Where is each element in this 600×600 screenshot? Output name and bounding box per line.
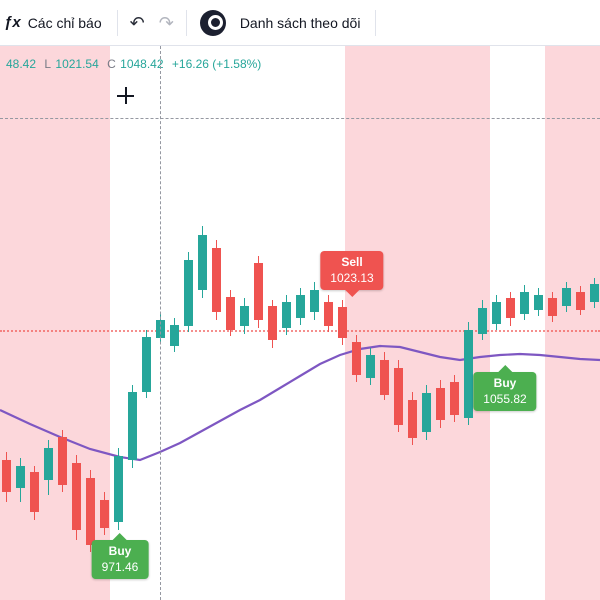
candle-body [141,337,151,392]
legend-change-value: +16.26 (+1.58%) [171,57,262,71]
crosshair-cursor-icon [117,87,134,104]
price-level-line [0,330,600,332]
candle-body [295,295,305,318]
ohlc-legend: 48.42 L 1021.54 C 1048.42 +16.26 (+1.58%… [6,57,261,71]
trade-marker-sell[interactable]: Sell 1023.13 [320,251,384,298]
candle-body [589,284,599,302]
trade-marker-buy[interactable]: Buy 971.46 [91,533,149,580]
legend-high-value: 48.42 [6,57,37,71]
legend-close-label: C [107,57,116,71]
candle-body [197,235,207,290]
candle-body [365,355,375,378]
marker-price: 1023.13 [330,270,374,285]
candle-body [351,342,361,375]
redo-button[interactable]: ↷ [152,10,181,36]
candle-body [169,325,179,346]
candle-body [57,437,67,485]
legend-low-value: 1021.54 [55,57,99,71]
marker-price: 971.46 [101,559,139,574]
marker-pointer [497,365,512,372]
trade-marker-buy[interactable]: Buy 1055.82 [473,365,537,412]
candle-body [379,360,389,395]
candle-body [323,302,333,326]
candle-body [253,263,263,320]
watchlist-button[interactable]: Danh sách theo dõi [231,6,370,40]
marker-pointer [112,533,127,540]
candle-body [1,460,11,492]
crosshair-vertical-line [160,46,161,600]
candle-body [533,295,543,310]
candle-body [519,292,529,314]
legend-low-label: L [44,57,52,71]
candle-body [449,382,459,415]
undo-icon: ↶ [129,12,145,33]
candle-body [113,456,123,522]
toolbar-divider [116,9,118,36]
undo-button[interactable]: ↶ [123,10,152,36]
candle-body [99,500,109,528]
candle-body [337,307,347,338]
legend-close-value: 1048.42 [120,57,164,71]
candle-body [127,392,137,460]
candle-body [183,260,193,326]
marker-label: Buy [108,544,132,558]
circle-logo-icon[interactable] [199,9,226,36]
marker-price: 1055.82 [483,391,527,406]
candle-body [463,330,473,418]
candle-body [575,292,585,310]
session-highlight-band [345,46,490,600]
candle-body [211,248,221,312]
candle-body [435,388,445,420]
candle-body [43,448,53,480]
candle-body [491,302,501,324]
marker-label: Buy [493,376,517,390]
toolbar-divider [375,9,377,36]
fx-icon: ƒx [4,14,21,31]
candle-body [85,478,95,545]
session-highlight-band [545,46,600,600]
redo-icon: ↷ [158,12,174,33]
marker-pointer [344,290,359,298]
indicators-button[interactable]: ƒx Các chỉ báo [0,6,111,40]
candle-body [267,306,277,340]
candle-body [421,393,431,432]
candle-body [71,463,81,530]
candle-body [407,400,417,438]
candle-body [561,288,571,306]
candle-body [281,302,291,328]
toolbar-divider [185,9,187,36]
candle-body [15,466,25,488]
candle-body [477,308,487,334]
candle-body [29,472,39,512]
crosshair-horizontal-line [0,118,600,119]
candle-body [393,368,403,425]
candle-body [505,298,515,318]
candle-body [547,298,557,316]
top-toolbar: ƒx Các chỉ báo ↶ ↷ Danh sách theo dõi [0,0,600,46]
candle-body [239,306,249,326]
candle-body [309,290,319,312]
candle-body [225,297,235,330]
indicators-label: Các chỉ báo [27,14,102,31]
watchlist-label: Danh sách theo dõi [239,14,361,31]
marker-label: Sell [341,255,363,269]
